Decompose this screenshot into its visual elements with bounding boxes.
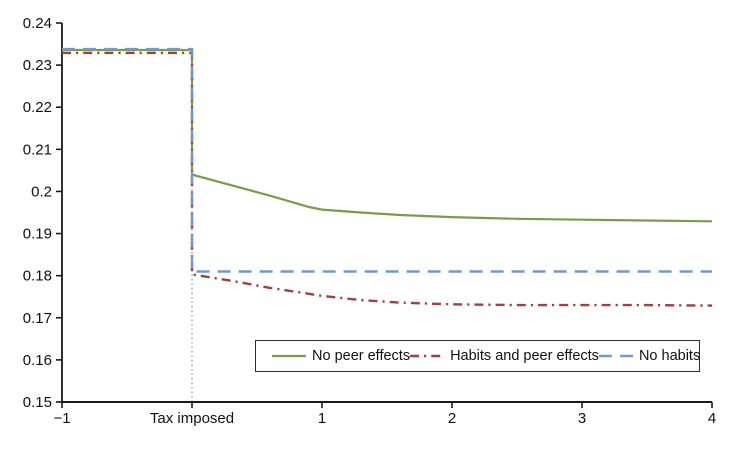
y-tick-label: 0.2 — [31, 183, 52, 200]
y-tick-label: 0.19 — [23, 226, 52, 243]
series-line-no-peer-effects — [62, 48, 713, 223]
legend-line-sample-icon — [272, 354, 306, 358]
legend: No peer effects Habits and peer effects No… — [255, 340, 700, 372]
y-tick-label: 0.24 — [23, 15, 52, 32]
series-line-no-habits — [62, 47, 712, 273]
y-tick-label: 0.23 — [23, 57, 52, 74]
y-tick-label: 0.16 — [23, 352, 52, 369]
legend-label: No peer effects — [312, 347, 411, 364]
y-tick-label: 0.22 — [23, 99, 52, 116]
legend-item-habits-and-peer-effects: Habits and peer effects — [410, 349, 599, 364]
y-tick-label: 0.21 — [23, 141, 52, 158]
legend-label: Habits and peer effects — [450, 347, 599, 364]
x-tick-label: 2 — [448, 410, 456, 427]
x-tick-label: −1 — [53, 410, 70, 427]
y-tick-label: 0.17 — [23, 310, 52, 327]
y-tick-label: 0.18 — [23, 268, 52, 285]
legend-line-sample-icon — [410, 354, 445, 358]
x-tick-label: 3 — [578, 410, 586, 427]
x-tick-label: 1 — [318, 410, 326, 427]
legend-label: No habits — [638, 347, 701, 364]
x-tick-label: 4 — [708, 410, 716, 427]
x-tick-label: Tax imposed — [150, 410, 234, 427]
legend-item-no-peer-effects: No peer effects — [272, 349, 410, 364]
legend-item-no-habits: No habits — [598, 347, 701, 364]
y-tick-label: 0.15 — [23, 394, 52, 411]
series-line-habits-and-peer-effects — [62, 51, 713, 307]
legend-line-sample-icon — [598, 354, 633, 358]
